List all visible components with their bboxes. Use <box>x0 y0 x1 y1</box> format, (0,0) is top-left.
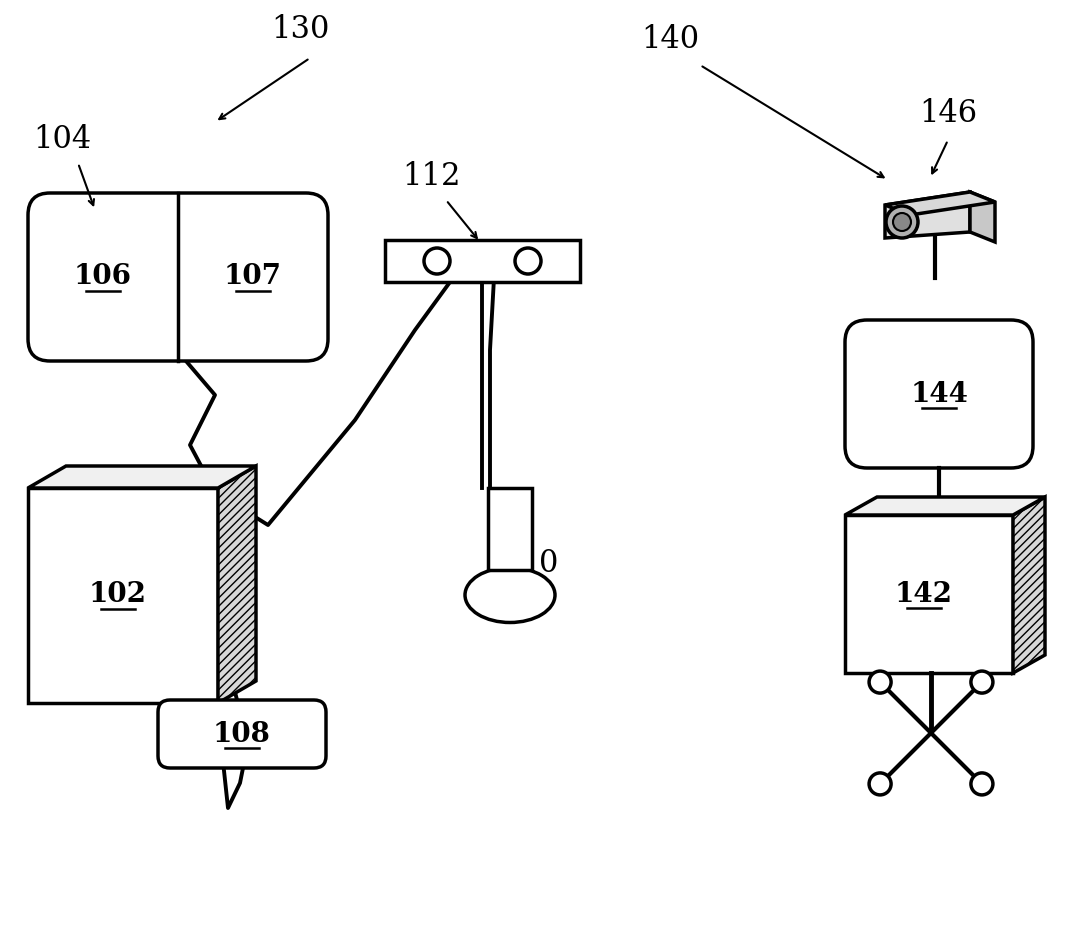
Text: 130: 130 <box>270 14 330 45</box>
Circle shape <box>424 248 450 274</box>
Polygon shape <box>970 192 995 242</box>
Text: 144: 144 <box>910 380 968 407</box>
Circle shape <box>515 248 541 274</box>
Polygon shape <box>28 488 218 703</box>
Circle shape <box>886 206 918 238</box>
Polygon shape <box>845 515 1013 673</box>
Text: 108: 108 <box>213 720 271 747</box>
Text: 146: 146 <box>919 98 977 129</box>
Text: 107: 107 <box>224 263 282 290</box>
Polygon shape <box>885 192 970 238</box>
Circle shape <box>869 672 891 693</box>
Polygon shape <box>1013 497 1045 673</box>
Polygon shape <box>488 488 532 570</box>
Circle shape <box>893 213 911 231</box>
Text: 110: 110 <box>500 548 558 579</box>
Polygon shape <box>218 466 256 703</box>
Polygon shape <box>384 240 581 282</box>
Text: 142: 142 <box>895 581 953 607</box>
FancyBboxPatch shape <box>845 320 1033 468</box>
Circle shape <box>869 773 891 795</box>
Circle shape <box>970 672 993 693</box>
Text: 104: 104 <box>33 124 92 155</box>
Ellipse shape <box>465 568 555 622</box>
Text: 112: 112 <box>403 161 461 192</box>
FancyBboxPatch shape <box>158 700 326 768</box>
Polygon shape <box>845 497 1045 515</box>
Text: 106: 106 <box>74 263 132 290</box>
Circle shape <box>970 773 993 795</box>
Text: 140: 140 <box>641 24 699 55</box>
Polygon shape <box>28 466 256 488</box>
Text: 102: 102 <box>89 582 146 608</box>
FancyBboxPatch shape <box>28 193 328 361</box>
Polygon shape <box>885 192 995 215</box>
